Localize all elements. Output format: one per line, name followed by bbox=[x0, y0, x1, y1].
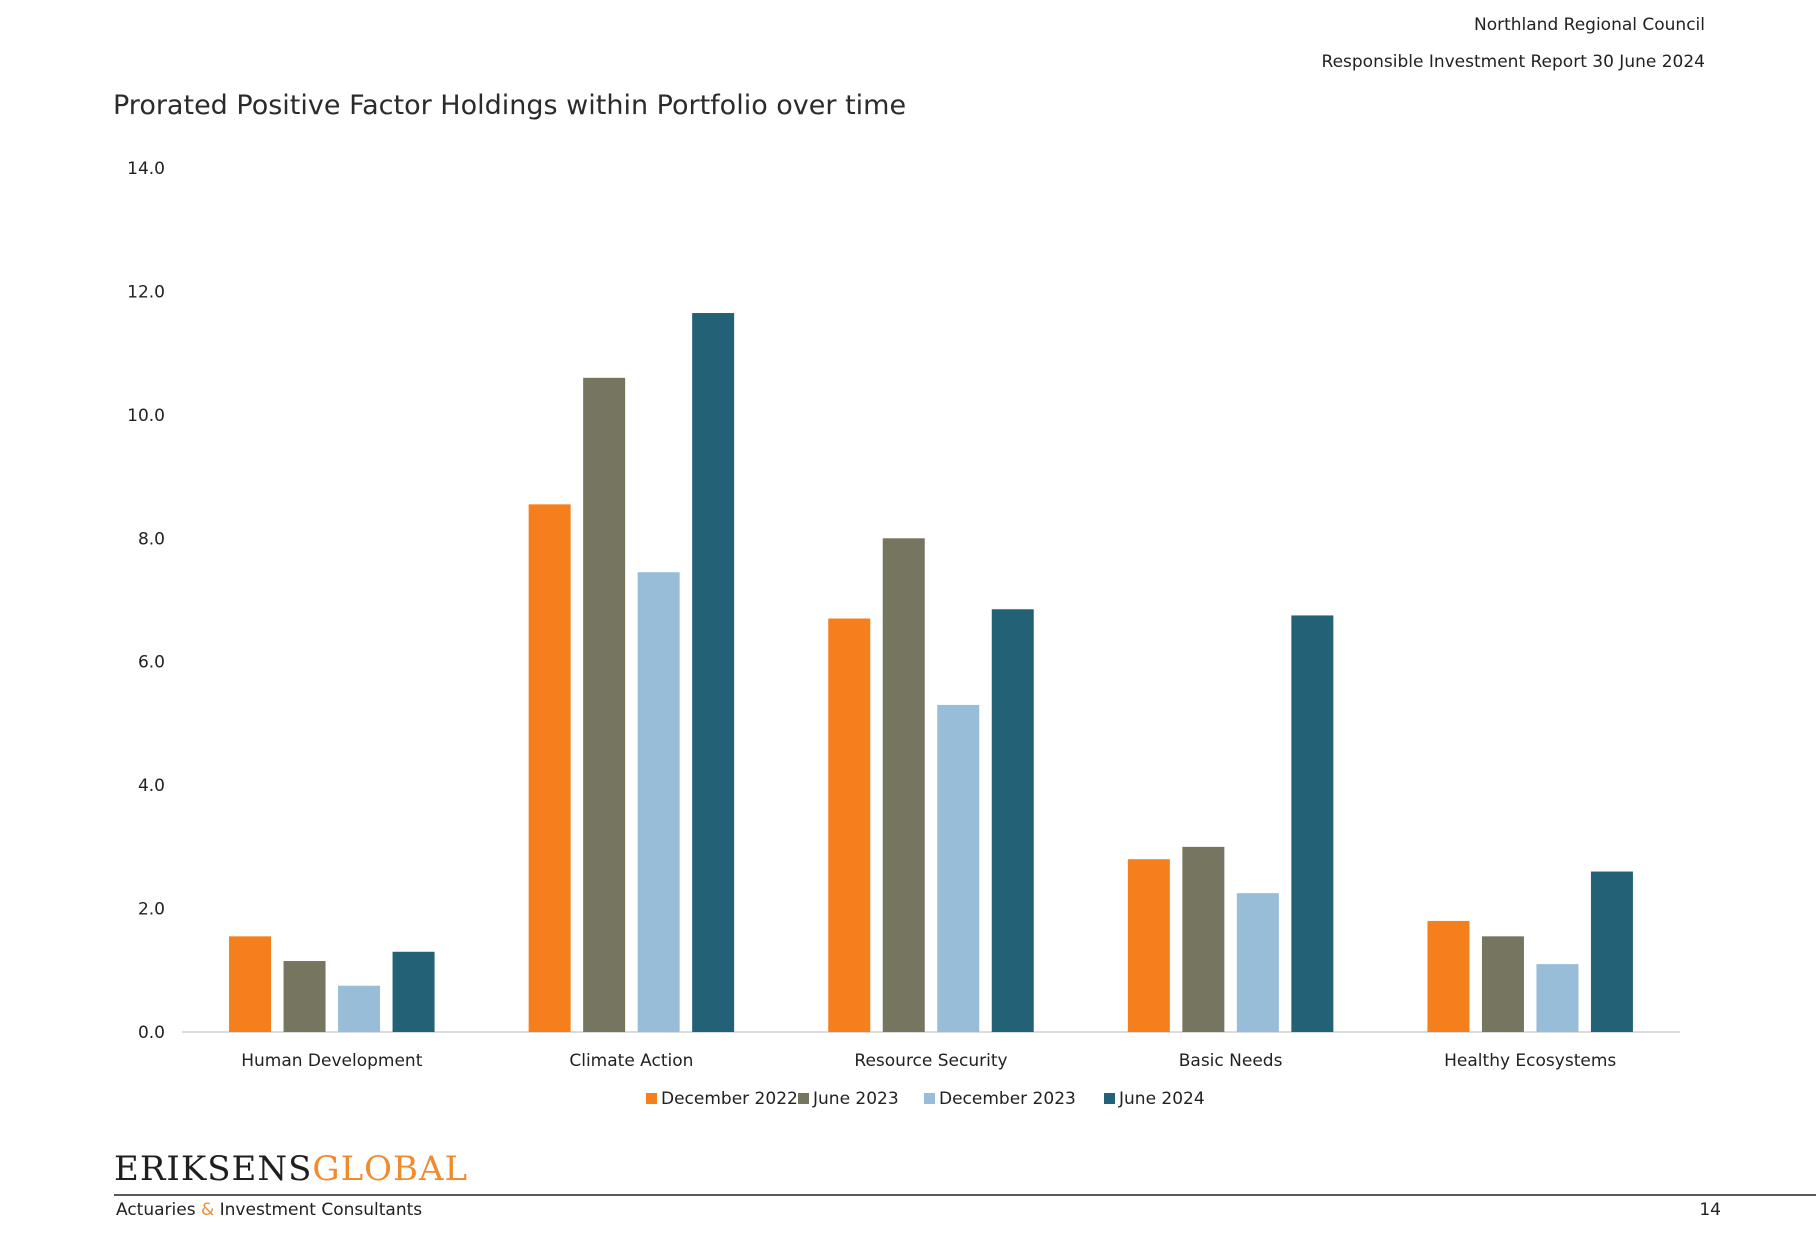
chart-title: Prorated Positive Factor Holdings within… bbox=[113, 90, 907, 121]
bar bbox=[528, 504, 571, 1032]
bar bbox=[392, 951, 435, 1032]
y-tick-label: 12.0 bbox=[127, 282, 165, 302]
x-tick-label: Climate Action bbox=[569, 1051, 693, 1071]
tagline-ampersand: & bbox=[200, 1200, 215, 1220]
bar bbox=[1127, 859, 1170, 1032]
legend-label: June 2023 bbox=[812, 1089, 899, 1109]
y-tick-label: 0.0 bbox=[138, 1023, 165, 1043]
bar-chart: 0.0 2.0 4.0 6.0 8.0 10.0 12.0 14.0 Human Develop… bbox=[127, 159, 1680, 1109]
bar bbox=[882, 538, 925, 1032]
legend-swatch bbox=[1104, 1093, 1115, 1104]
bar bbox=[937, 704, 980, 1032]
x-tick-label: Human Development bbox=[241, 1051, 422, 1071]
legend-label: December 2023 bbox=[939, 1089, 1076, 1109]
logo-text-global: GLOBAL bbox=[312, 1149, 469, 1189]
bar bbox=[1536, 964, 1579, 1032]
bar bbox=[1590, 871, 1633, 1032]
tagline-text-1: Actuaries bbox=[116, 1200, 201, 1220]
bar bbox=[692, 313, 735, 1032]
bar bbox=[1481, 936, 1524, 1032]
page-number: 14 bbox=[1699, 1200, 1721, 1220]
tagline-text-2: Investment Consultants bbox=[214, 1200, 423, 1220]
y-tick-label: 2.0 bbox=[138, 900, 165, 920]
x-tick-label: Basic Needs bbox=[1179, 1051, 1283, 1071]
bar bbox=[583, 377, 626, 1032]
y-tick-label: 4.0 bbox=[138, 776, 165, 796]
header-report-title: Responsible Investment Report 30 June 20… bbox=[1321, 52, 1705, 72]
legend-label: June 2024 bbox=[1118, 1089, 1205, 1109]
bar bbox=[1236, 893, 1279, 1032]
legend-label: December 2022 bbox=[661, 1089, 798, 1109]
y-tick-label: 14.0 bbox=[127, 159, 165, 179]
bar bbox=[283, 961, 326, 1032]
header-organization: Northland Regional Council bbox=[1473, 15, 1705, 35]
y-tick-label: 6.0 bbox=[138, 653, 165, 673]
legend-swatch bbox=[646, 1093, 657, 1104]
logo-text-eriksens: ERIKSENS bbox=[114, 1149, 313, 1189]
bar bbox=[1182, 846, 1225, 1032]
y-tick-label: 8.0 bbox=[138, 529, 165, 549]
x-tick-label: Resource Security bbox=[854, 1051, 1007, 1071]
bar bbox=[1291, 615, 1334, 1032]
footer-divider bbox=[114, 1194, 1816, 1196]
legend-swatch bbox=[924, 1093, 935, 1104]
bar bbox=[338, 985, 381, 1032]
bar bbox=[828, 618, 871, 1032]
bar bbox=[991, 609, 1034, 1032]
bar bbox=[1427, 920, 1470, 1032]
bar bbox=[229, 936, 272, 1032]
x-tick-label: Healthy Ecosystems bbox=[1444, 1051, 1616, 1071]
legend-swatch bbox=[798, 1093, 809, 1104]
y-tick-label: 10.0 bbox=[127, 406, 165, 426]
bar bbox=[637, 572, 680, 1032]
footer-tagline: Actuaries & Investment Consultants bbox=[116, 1200, 422, 1220]
company-logo: ERIKSENSGLOBAL bbox=[114, 1152, 468, 1186]
